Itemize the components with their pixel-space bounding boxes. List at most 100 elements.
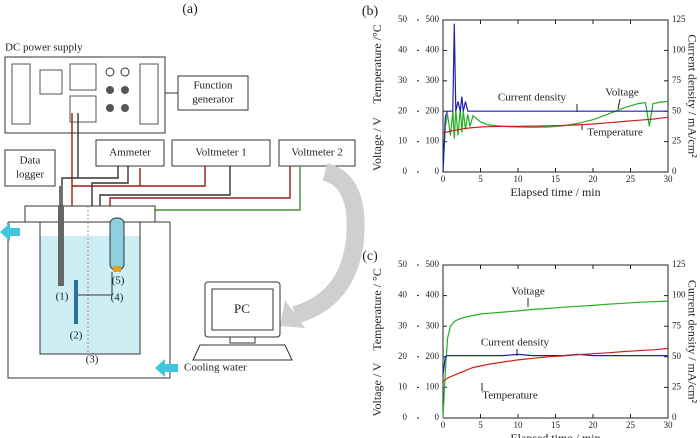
y2-tick-label: 125 xyxy=(672,259,686,269)
y-axis-label: Voltage / V xyxy=(370,362,384,417)
y-tick-label: 100 xyxy=(426,381,440,391)
part-label: (5) xyxy=(112,275,125,287)
y-tick-label: 0 xyxy=(435,412,440,422)
y2-axis-label: Current density / mA/cm² xyxy=(685,280,699,404)
knob xyxy=(105,67,115,77)
y-outer-tick-label: 50 xyxy=(398,259,408,269)
function-generator-label: generator xyxy=(192,94,234,106)
cooling-water-label: Cooling water xyxy=(184,362,247,374)
x-tick-label: 10 xyxy=(514,174,524,184)
part-label: (4) xyxy=(111,292,124,304)
capillary xyxy=(78,272,113,296)
x-tick-label: 10 xyxy=(514,420,524,430)
y-outer-tick-label: 10 xyxy=(398,381,408,391)
y-outer-tick-label: 40 xyxy=(398,290,408,300)
y-outer-tick-label: 0 xyxy=(403,412,408,422)
x-tick-label: 5 xyxy=(478,174,483,184)
x-tick-label: 30 xyxy=(664,174,674,184)
keyboard xyxy=(192,344,293,361)
knob xyxy=(121,104,129,112)
pc-screen xyxy=(211,288,274,331)
ammeter-label: Ammeter xyxy=(109,147,151,159)
y2-tick-label: 100 xyxy=(672,290,686,300)
x-tick-label: 15 xyxy=(551,174,561,184)
chart: (b)0 5 10 15 20 25 300100200300400500010203040… xyxy=(362,4,699,199)
y2-tick-label: 0 xyxy=(672,412,677,422)
x-axis-label: Elapsed time / min xyxy=(510,185,600,199)
y-outer-tick-label: 40 xyxy=(398,44,408,54)
y2-tick-label: 25 xyxy=(672,381,682,391)
y2-tick-label: 100 xyxy=(672,44,686,54)
power-panel xyxy=(139,63,159,125)
y-outer-axis-label: Temperature / °C xyxy=(370,268,384,351)
wire xyxy=(71,113,206,206)
y-tick-label: 300 xyxy=(426,320,440,330)
plot-frame xyxy=(442,264,669,419)
y-tick-label: 400 xyxy=(426,290,440,300)
x-tick-label: 20 xyxy=(589,420,599,430)
power-panel xyxy=(11,63,31,125)
electrode xyxy=(74,280,78,324)
power-supply xyxy=(4,56,166,134)
y-outer-tick-label: 20 xyxy=(398,105,408,115)
data-logger-label: logger xyxy=(16,169,44,181)
x-tick-label: 5 xyxy=(478,420,483,430)
y2-tick-label: 0 xyxy=(672,166,677,176)
data-logger xyxy=(4,149,56,187)
annotations: Current density Voltage Temperature Volt… xyxy=(481,87,643,402)
x-tick-label: 20 xyxy=(589,174,599,184)
y-tick-label: 200 xyxy=(426,105,440,115)
y2-tick-label: 125 xyxy=(672,14,686,24)
wire xyxy=(109,166,291,206)
y-axis-label: Voltage / V xyxy=(370,117,384,172)
y2-tick-label: 75 xyxy=(672,75,682,85)
part-label: (2) xyxy=(70,330,83,342)
diagram: (a) DC power supply Function generator A… xyxy=(0,2,365,379)
y-outer-tick-label: 30 xyxy=(398,75,408,85)
bath-lid xyxy=(24,205,156,223)
panel-label: (b) xyxy=(362,4,379,19)
y-tick-label: 200 xyxy=(426,351,440,361)
knob xyxy=(121,86,129,94)
signal-arrow-head xyxy=(280,300,305,328)
series-line xyxy=(442,347,669,382)
water-out-arrow xyxy=(0,223,20,241)
pc-label: PC xyxy=(234,301,250,316)
voltmeter xyxy=(171,139,271,167)
knob xyxy=(120,67,130,77)
wire xyxy=(59,113,231,206)
knob xyxy=(106,86,114,94)
x-tick-label: 0 xyxy=(441,174,446,184)
series-line xyxy=(443,116,669,134)
meter xyxy=(69,63,97,91)
panel-label: (c) xyxy=(362,249,378,264)
knob xyxy=(106,104,114,112)
y2-tick-label: 75 xyxy=(672,320,682,330)
y-tick-label: 500 xyxy=(426,259,440,269)
y2-axis-label: Current density / mA/cm² xyxy=(685,34,699,158)
y-outer-tick-label: 10 xyxy=(398,136,408,146)
y-tick-label: 300 xyxy=(426,75,440,85)
x-tick-label: 25 xyxy=(626,420,636,430)
ammeter xyxy=(95,139,165,167)
meter xyxy=(69,95,97,123)
reference-electrode xyxy=(109,217,125,271)
electrode xyxy=(58,206,64,286)
frit xyxy=(113,266,121,272)
voltmeter-label: Voltmeter 1 xyxy=(195,147,246,159)
y-outer-tick-label: 30 xyxy=(398,320,408,330)
x-tick-label: 30 xyxy=(664,420,674,430)
signal-arrow xyxy=(292,163,365,324)
x-tick-label: 0 xyxy=(441,420,446,430)
part-label: (3) xyxy=(86,354,99,366)
power-panel xyxy=(39,69,63,95)
panel-label: (a) xyxy=(182,2,198,17)
y2-tick-label: 50 xyxy=(672,351,682,361)
pc-stand xyxy=(229,336,256,344)
annotation: Voltage xyxy=(605,87,639,99)
annotation: Temperature xyxy=(482,390,538,402)
data-logger-label: Data xyxy=(20,155,41,167)
voltmeter xyxy=(278,139,356,167)
y-tick-label: 0 xyxy=(435,166,440,176)
